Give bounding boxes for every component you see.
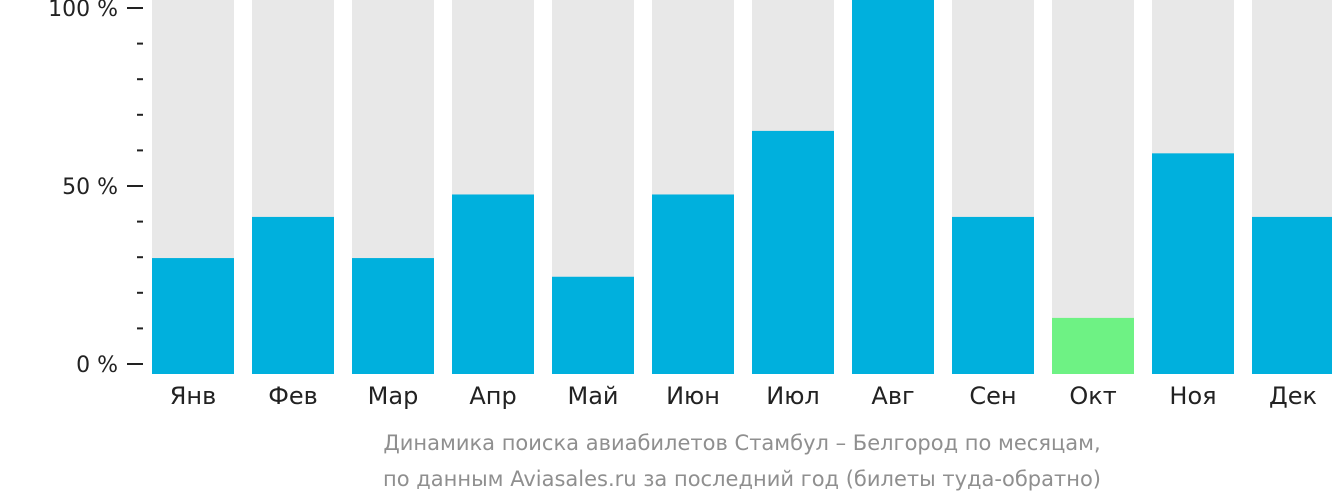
x-tick-label: Ноя (1169, 382, 1216, 410)
bar-7 (752, 130, 834, 374)
bars (152, 0, 1332, 374)
y-tick-label: 100 % (48, 0, 118, 22)
x-tick-label: Окт (1069, 382, 1116, 410)
x-tick-label: Авг (871, 382, 914, 410)
bar-3 (352, 258, 434, 374)
x-axis: Янв Фев Мар Апр Май Июн Июл Авг Сен Окт Ноя Дек (170, 382, 1317, 410)
y-axis: 100 % 50 % 0 % (48, 0, 143, 378)
bar-4 (452, 194, 534, 374)
x-tick-label: Дек (1269, 382, 1317, 410)
x-tick-label: Янв (170, 382, 217, 410)
bar-6 (652, 194, 734, 374)
bar-9 (952, 216, 1034, 374)
chart-caption-line-1: Динамика поиска авиабилетов Стамбул – Бе… (383, 431, 1101, 455)
x-tick-label: Сен (969, 382, 1016, 410)
bar-12 (1252, 216, 1332, 374)
x-tick-label: Фев (268, 382, 318, 410)
bar-2 (252, 216, 334, 374)
x-tick-label: Мар (368, 382, 419, 410)
y-tick-label: 0 % (76, 353, 118, 378)
bar-1 (152, 258, 234, 374)
bar-5 (552, 276, 634, 374)
x-tick-label: Май (567, 382, 618, 410)
bar-10 (1052, 317, 1134, 374)
x-tick-label: Апр (469, 382, 516, 410)
chart-caption-line-2: по данным Aviasales.ru за последний год … (383, 467, 1101, 491)
y-tick-label: 50 % (62, 175, 118, 200)
bar-8 (852, 0, 934, 374)
bar-11 (1152, 153, 1234, 374)
bar-track (1052, 0, 1134, 374)
x-tick-label: Июн (666, 382, 720, 410)
x-tick-label: Июл (766, 382, 820, 410)
